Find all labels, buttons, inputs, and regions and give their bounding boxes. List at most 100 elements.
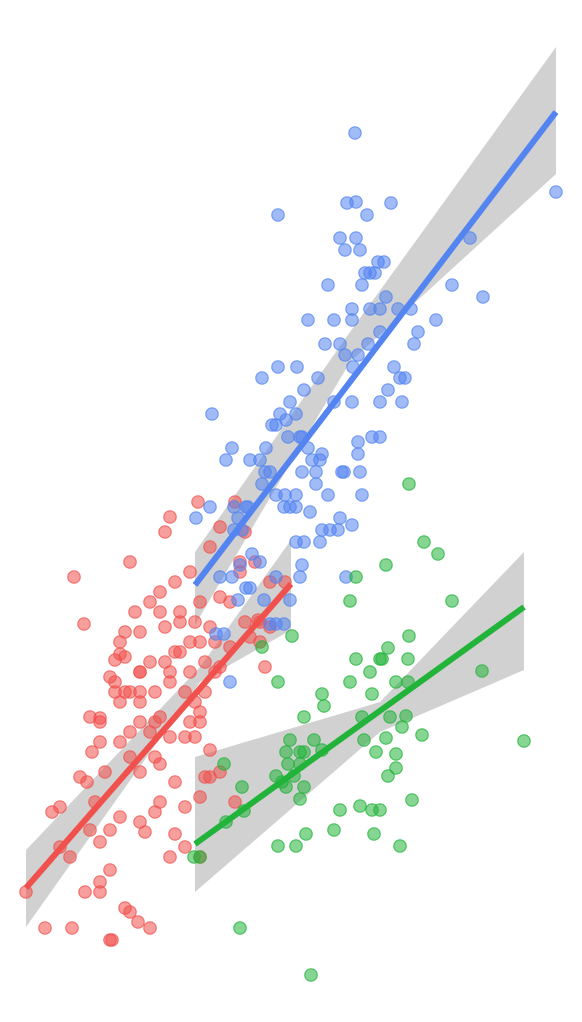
scatter-point [173,645,187,659]
scatter-point [188,615,202,629]
scatter-point [168,575,182,589]
scatter-point [304,968,318,982]
scatter-point [373,302,387,316]
scatter-point [411,325,425,339]
scatter-point [233,558,247,572]
scatter-point [103,823,117,837]
scatter-point [402,629,416,643]
scatter-point [327,313,341,327]
scatter-point [243,581,257,595]
scatter-point [323,523,337,537]
scatter-point [238,615,252,629]
scatter-point [271,208,285,222]
scatter-point [360,208,374,222]
scatter-point [517,734,531,748]
scatter-point [365,803,379,817]
scatter-point [283,593,297,607]
scatter-point [405,793,419,807]
scatter-point [365,687,379,701]
scatter-point [80,775,94,789]
scatter-point [183,665,197,679]
scatter-point [77,617,91,631]
scatter-point [105,933,119,947]
scatter-point [353,465,367,479]
scatter-point [321,278,335,292]
scatter-point [188,730,202,744]
scatter-point [98,765,112,779]
scatter-point [245,547,259,561]
scatter-point [387,360,401,374]
scatter-point [373,430,387,444]
scatter-point [178,800,192,814]
scatter-point [445,594,459,608]
scatter-point [345,313,359,327]
scatter-point [309,465,323,479]
scatter-point [318,337,332,351]
scatter-point [187,850,201,864]
scatter-point [183,635,197,649]
scatter-point [283,733,297,747]
scatter-point [349,570,363,584]
scatter-point [373,395,387,409]
scatter-point [381,641,395,655]
scatter-point [297,710,311,724]
scatter-point [401,652,415,666]
scatter-point [337,465,351,479]
scatter-point [131,915,145,929]
scatter-point [123,905,137,919]
scatter-point [228,795,242,809]
scatter-point [133,685,147,699]
scatter-point [143,921,157,935]
scatter-point [277,500,291,514]
scatter-point [53,800,67,814]
scatter-point [108,685,122,699]
scatter-point [402,477,416,491]
scatter-point [415,728,429,742]
scatter-point [368,266,382,280]
scatter-point [295,558,309,572]
scatter-point [255,371,269,385]
scatter-point [279,413,293,427]
scatter-point [353,243,367,257]
scatter-point [351,435,365,449]
scatter-point [475,664,489,678]
scatter-point [289,407,303,421]
scatter-point [259,441,273,455]
scatter-point [78,885,92,899]
scatter-point [333,337,347,351]
scatter-point [67,570,81,584]
scatter-point [389,747,403,761]
scatter-point [227,500,241,514]
scatter-point [333,803,347,817]
scatter-point [307,733,321,747]
scatter-point [158,620,172,634]
scatter-point [235,780,249,794]
scatter-point [148,715,162,729]
scatter-point [351,447,365,461]
scatter-point [93,885,107,899]
scatter-point [398,371,412,385]
scatter-point [349,231,363,245]
scatter-point [303,505,317,519]
scatter-point [389,675,403,689]
scatter-point [407,337,421,351]
scatter-point [133,625,147,639]
scatter-point [348,126,362,140]
scatter-point [153,795,167,809]
scatter-point [123,750,137,764]
scatter-point [399,709,413,723]
scatter-point [38,921,52,935]
scatter-point [395,395,409,409]
scatter-point [285,629,299,643]
scatter-point [271,360,285,374]
scatter-point [463,231,477,245]
scatter-point [143,655,157,669]
scatter-point [309,477,323,491]
scatter-point [293,570,307,584]
scatter-point [63,850,77,864]
scatter-point [253,555,267,569]
scatter-point [258,660,272,674]
scatter-point [353,799,367,813]
scatter-point [343,675,357,689]
